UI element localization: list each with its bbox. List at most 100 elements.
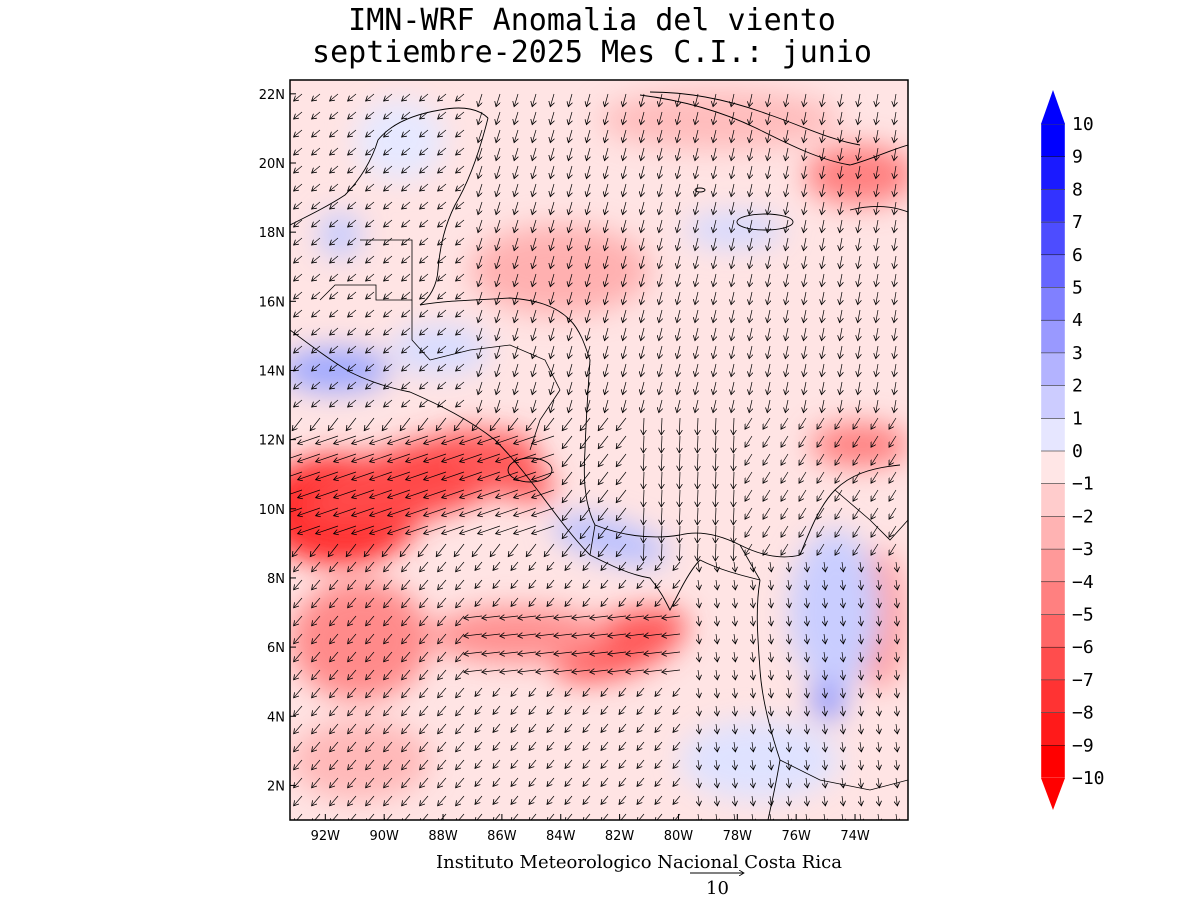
anomaly-blob <box>790 530 880 690</box>
wind-vector-arrow <box>785 237 788 251</box>
wind-vector-arrow <box>713 327 716 341</box>
wind-vector-arrow <box>438 309 447 317</box>
wind-vector-arrow <box>876 183 878 197</box>
wind-vector-arrow <box>562 543 573 557</box>
wind-vector-arrow <box>677 327 680 341</box>
wind-vector-arrow <box>840 183 842 197</box>
wind-vector-arrow <box>402 219 411 227</box>
wind-vector-arrow <box>532 219 536 233</box>
wind-vector-arrow <box>601 561 609 570</box>
wind-vector-arrow <box>348 255 357 263</box>
wind-vector-arrow <box>785 345 788 359</box>
wind-vector-arrow <box>661 417 662 435</box>
wind-vector-arrow <box>641 291 644 305</box>
wind-vector-arrow <box>713 363 716 377</box>
colorbar-label: −9 <box>1072 735 1094 756</box>
wind-vector-arrow <box>858 363 860 377</box>
wind-vector-arrow <box>803 219 806 233</box>
wind-vector-arrow <box>803 201 806 215</box>
wind-vector-arrow <box>402 111 411 119</box>
wind-vector-arrow <box>894 309 896 323</box>
wind-vector-arrow <box>858 291 860 305</box>
wind-vector-arrow <box>853 453 861 465</box>
wind-vector-arrow <box>858 111 860 125</box>
wind-vector-arrow <box>402 183 411 191</box>
wind-vector-arrow <box>312 363 321 371</box>
wind-vector-arrow <box>731 273 734 287</box>
wind-vector-arrow <box>456 363 465 371</box>
wind-vector-arrow <box>402 201 411 209</box>
wind-vector-arrow <box>496 291 500 305</box>
wind-vector-arrow <box>713 165 716 179</box>
wind-vector-arrow <box>298 489 321 498</box>
wind-vector-arrow <box>438 345 447 353</box>
wind-vector-arrow <box>384 129 393 137</box>
wind-vector-arrow <box>352 489 375 498</box>
wind-vector-arrow <box>733 453 734 471</box>
wind-vector-arrow <box>623 345 626 359</box>
wind-vector-arrow <box>799 507 807 519</box>
wind-vector-arrow <box>745 471 753 483</box>
wind-vector-arrow <box>605 111 608 125</box>
wind-vector-arrow <box>402 399 411 407</box>
wind-vector-arrow <box>496 453 519 462</box>
wind-vector-arrow <box>478 327 482 341</box>
wind-vector-arrow <box>532 435 555 444</box>
wind-vector-arrow <box>731 327 734 341</box>
wind-vector-arrow <box>803 255 806 269</box>
wind-vector-arrow <box>529 561 537 570</box>
wind-vector-arrow <box>568 111 572 125</box>
colorbar-bin <box>1040 581 1066 615</box>
wind-vector-arrow <box>803 129 806 143</box>
wind-vector-arrow <box>858 219 860 233</box>
wind-vector-arrow <box>418 543 429 557</box>
wind-vector-arrow <box>366 201 375 209</box>
wind-vector-arrow <box>511 561 519 570</box>
wind-vector-arrow <box>478 129 482 143</box>
wind-vector-arrow <box>840 291 842 305</box>
wind-vector-arrow <box>763 435 771 447</box>
wind-vector-arrow <box>294 309 303 317</box>
wind-vector-arrow <box>745 543 753 555</box>
map-plot-area <box>290 80 908 820</box>
colorbar-bin <box>1040 679 1066 713</box>
wind-vector-arrow <box>749 93 752 107</box>
wind-vector-arrow <box>420 237 429 245</box>
wind-vector-arrow <box>677 309 680 323</box>
colorbar-label: 2 <box>1072 376 1083 397</box>
wind-vector-arrow <box>402 93 411 101</box>
wind-vector-arrow <box>526 417 537 431</box>
wind-vector-arrow <box>316 489 339 498</box>
wind-vector-arrow <box>733 471 734 489</box>
wind-vector-arrow <box>853 471 861 483</box>
wind-vector-arrow <box>366 381 375 389</box>
wind-vector-arrow <box>715 525 716 543</box>
wind-vector-arrow <box>420 129 429 137</box>
wind-vector-arrow <box>370 453 393 462</box>
wind-vector-arrow <box>677 201 680 215</box>
wind-vector-arrow <box>586 219 590 233</box>
wind-vector-arrow <box>490 417 501 431</box>
wind-vector-arrow <box>384 111 393 119</box>
wind-vector-arrow <box>352 453 375 462</box>
wind-vector-arrow <box>889 471 897 483</box>
colorbar-max-triangle <box>1041 90 1065 124</box>
wind-vector-arrow <box>586 327 590 341</box>
wind-vector-arrow <box>346 417 357 431</box>
wind-vector-arrow <box>478 183 482 197</box>
colorbar-label: 3 <box>1072 343 1083 364</box>
wind-vector-arrow <box>438 147 447 155</box>
wind-vector-arrow <box>420 327 429 335</box>
wind-vector-arrow <box>586 309 590 323</box>
wind-vector-arrow <box>312 93 321 101</box>
wind-vector-arrow <box>312 237 321 245</box>
wind-vector-arrow <box>767 399 770 413</box>
anomaly-blob <box>290 348 390 392</box>
wind-vector-arrow <box>316 525 339 534</box>
wind-vector-arrow <box>695 111 698 125</box>
wind-vector-arrow <box>544 543 555 557</box>
wind-vector-arrow <box>334 435 357 444</box>
wind-vector-arrow <box>598 525 609 539</box>
wind-vector-arrow <box>858 345 860 359</box>
wind-vector-arrow <box>312 291 321 299</box>
